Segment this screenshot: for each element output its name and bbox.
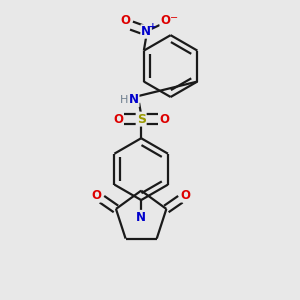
Text: N: N xyxy=(141,25,151,38)
Text: −: − xyxy=(170,13,178,22)
Text: S: S xyxy=(137,112,146,126)
Text: O: O xyxy=(159,112,169,126)
Text: N: N xyxy=(136,211,146,224)
Text: N: N xyxy=(136,211,146,224)
Text: N: N xyxy=(129,93,139,106)
Text: O: O xyxy=(120,14,130,27)
Text: O: O xyxy=(92,189,102,202)
Text: O: O xyxy=(113,112,123,126)
Text: H: H xyxy=(120,95,129,105)
Text: O: O xyxy=(181,189,191,202)
Text: +: + xyxy=(149,22,157,31)
Text: O: O xyxy=(160,14,170,27)
